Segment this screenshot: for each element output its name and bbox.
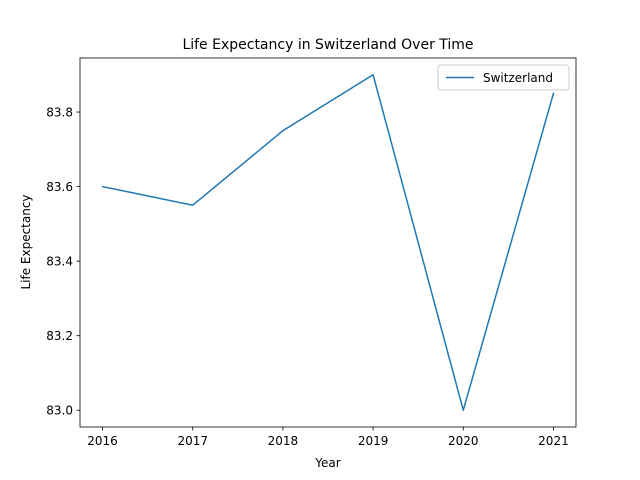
axes-frame [79, 57, 577, 428]
legend-entry-label: Switzerland [483, 71, 553, 85]
plot-area: 2016 2017 2018 2019 2020 2021 83.0 83.2 83.4 83.6… [46, 57, 577, 448]
series-line-0 [101, 74, 555, 411]
x-tick-label: 2017 [177, 434, 208, 448]
x-tick-label: 2018 [268, 434, 299, 448]
legend-box [437, 64, 570, 91]
y-tick-label: 83.0 [46, 404, 73, 418]
x-tick-label: 2016 [87, 434, 118, 448]
y-tick-label: 83.2 [46, 329, 73, 343]
y-tick-label: 83.4 [46, 255, 73, 269]
x-tick-label: 2021 [538, 434, 569, 448]
x-tick-label: 2020 [448, 434, 479, 448]
y-tick-label: 83.8 [46, 106, 73, 120]
y-tick-label: 83.6 [46, 180, 73, 194]
chart-title: Life Expectancy in Switzerland Over Time [182, 37, 473, 53]
y-axis-label: Life Expectancy [19, 194, 33, 289]
x-axis-label: Year [314, 456, 340, 470]
x-tick-label: 2019 [358, 434, 389, 448]
